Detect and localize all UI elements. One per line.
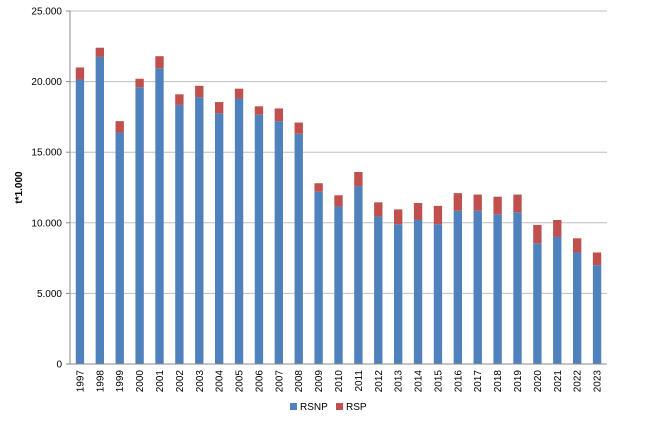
bar-rsp-2010 <box>334 195 343 207</box>
y-tick-label: 15.000 <box>31 148 62 159</box>
x-tick-label: 2020 <box>533 370 544 393</box>
bar-rsnp-2021 <box>553 236 562 364</box>
x-tick-label: 2014 <box>414 370 425 393</box>
bar-rsnp-2015 <box>433 224 443 364</box>
x-tick-label: 2010 <box>334 370 345 393</box>
bar-rsp-2000 <box>135 78 144 88</box>
bar-rsp-2021 <box>553 219 562 237</box>
bar-rsnp-2007 <box>274 121 284 364</box>
bar-rsp-2020 <box>533 224 542 244</box>
bar-rsnp-2008 <box>294 133 303 364</box>
bar-rsp-2004 <box>214 102 224 114</box>
bar-rsp-2008 <box>294 122 303 134</box>
x-tick-label: 2016 <box>453 370 464 393</box>
legend-label-rsnp: RSNP <box>300 402 328 413</box>
bar-rsnp-2006 <box>254 114 264 364</box>
x-tick-label: 2005 <box>235 370 246 393</box>
bar-rsp-2002 <box>175 94 184 105</box>
x-tick-label: 2022 <box>573 370 584 393</box>
legend: RSNP RSP <box>290 402 367 413</box>
x-tick-label: 2015 <box>433 370 444 393</box>
bar-rsnp-2010 <box>334 206 343 364</box>
bar-rsp-2009 <box>314 183 323 192</box>
x-tick-label: 2007 <box>274 370 285 393</box>
bar-rsnp-2009 <box>314 191 323 364</box>
x-tick-label: 2013 <box>394 370 405 393</box>
bar-rsp-2019 <box>513 194 522 213</box>
bar-rsnp-2004 <box>214 113 224 365</box>
bar-rsp-2005 <box>234 88 244 99</box>
bar-rsp-2016 <box>453 193 463 211</box>
bar-rsnp-2022 <box>572 252 582 364</box>
legend-swatch-rsnp <box>290 403 297 410</box>
bar-rsp-2023 <box>592 252 602 266</box>
axes <box>69 11 607 365</box>
x-tick-label: 2019 <box>513 370 524 393</box>
bar-rsp-2017 <box>473 194 482 211</box>
bar-rsnp-2019 <box>513 212 522 364</box>
bar-rsnp-1997 <box>75 79 85 365</box>
bar-rsnp-2012 <box>374 216 383 364</box>
bar-rsp-2011 <box>354 171 363 187</box>
x-tick-label: 1997 <box>75 370 86 393</box>
x-tick-label: 2023 <box>593 370 604 393</box>
bar-rsp-2014 <box>413 203 423 220</box>
x-tick-label: 1998 <box>95 370 106 393</box>
bar-rsnp-2013 <box>393 224 403 364</box>
x-tick-label: 2002 <box>175 370 186 393</box>
y-axis-title: t*1.000 <box>14 171 25 204</box>
bar-rsp-1998 <box>95 47 105 57</box>
bar-rsp-2007 <box>274 108 284 122</box>
x-tick-label: 2000 <box>135 370 146 393</box>
bar-rsnp-2016 <box>453 210 463 364</box>
bar-rsp-1999 <box>115 121 124 133</box>
bar-rsnp-2001 <box>155 68 164 364</box>
bar-rsp-2012 <box>374 202 383 217</box>
bar-rsnp-1998 <box>95 56 105 364</box>
bar-rsp-2001 <box>155 56 164 69</box>
y-tick-label: 20.000 <box>31 77 62 88</box>
bar-rsnp-2014 <box>413 219 423 364</box>
x-tick-label: 2021 <box>553 370 564 393</box>
bar-rsp-2022 <box>572 238 582 253</box>
legend-label-rsp: RSP <box>346 402 367 413</box>
bar-rsnp-2017 <box>473 210 482 364</box>
bar-series <box>75 47 602 365</box>
bar-rsnp-1999 <box>115 132 124 364</box>
x-tick-label: 2018 <box>493 370 504 393</box>
x-tick-label: 2011 <box>354 370 365 392</box>
bar-rsnp-2023 <box>592 265 602 364</box>
x-tick-label: 2012 <box>374 370 385 393</box>
bar-rsnp-2002 <box>175 104 184 364</box>
bar-rsnp-2020 <box>533 243 542 364</box>
bar-rsnp-2005 <box>234 98 244 364</box>
bar-rsnp-2011 <box>354 186 363 364</box>
x-tick-label: 2001 <box>155 370 166 393</box>
bar-rsp-2013 <box>393 209 403 225</box>
y-tick-labels: 0 5.000 10.000 15.000 20.000 25.000 <box>31 7 70 371</box>
x-tick-label: 2006 <box>254 370 265 393</box>
x-tick-label: 2003 <box>195 370 206 393</box>
bar-rsnp-2003 <box>195 97 204 364</box>
y-tick-label: 25.000 <box>31 7 62 18</box>
x-tick-label: 1999 <box>115 370 126 393</box>
bar-rsp-2015 <box>433 205 443 225</box>
bar-rsnp-2018 <box>493 214 502 364</box>
bar-rsp-2018 <box>493 196 502 215</box>
y-tick-label: 10.000 <box>31 218 62 229</box>
bar-rsp-2006 <box>254 106 264 115</box>
x-tick-labels: 1997 1998 1999 2000 2001 2002 2003 2004 2005 2006… <box>75 370 603 393</box>
x-tick-label: 2017 <box>473 370 484 393</box>
legend-swatch-rsp <box>336 403 343 410</box>
bar-rsp-2003 <box>195 85 204 98</box>
bar-rsnp-2000 <box>135 87 144 365</box>
y-tick-label: 0 <box>56 360 62 371</box>
x-tick-label: 2009 <box>314 370 325 393</box>
y-tick-label: 5.000 <box>37 289 62 300</box>
x-tick-label: 2004 <box>215 370 226 393</box>
x-tick-label: 2008 <box>294 370 305 393</box>
bar-rsp-1997 <box>75 67 85 80</box>
